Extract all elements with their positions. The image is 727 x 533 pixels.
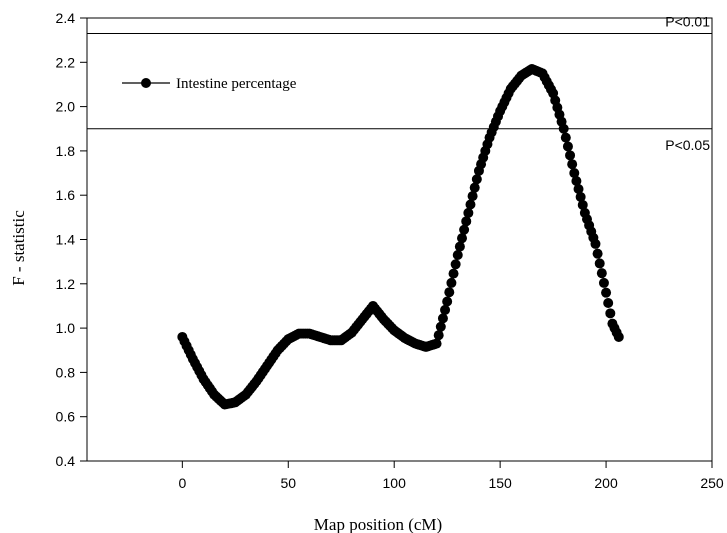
- y-tick-label: 0.6: [56, 409, 76, 425]
- y-tick-label: 1.0: [56, 320, 76, 336]
- x-tick-label: 100: [383, 475, 407, 491]
- data-point: [613, 331, 624, 342]
- y-tick-label: 2.2: [56, 54, 76, 70]
- data-point: [471, 174, 482, 185]
- data-point: [560, 132, 571, 143]
- y-tick-label: 2.0: [56, 99, 76, 115]
- data-point: [440, 304, 451, 315]
- threshold-label: P<0.01: [665, 14, 710, 30]
- data-point: [459, 224, 470, 235]
- data-point: [444, 287, 455, 298]
- data-point: [469, 182, 480, 193]
- data-point: [603, 297, 614, 308]
- data-point: [437, 313, 448, 324]
- data-point: [461, 216, 472, 227]
- data-point: [452, 250, 463, 261]
- data-point: [433, 330, 444, 341]
- data-point: [575, 191, 586, 202]
- data-point: [571, 176, 582, 187]
- data-point: [442, 296, 453, 307]
- data-point: [592, 248, 603, 259]
- data-point: [450, 259, 461, 270]
- x-tick-label: 50: [280, 475, 296, 491]
- legend-marker: [141, 78, 151, 88]
- data-point: [577, 199, 588, 210]
- data-point: [569, 168, 580, 179]
- data-point: [448, 268, 459, 279]
- data-point: [562, 141, 573, 152]
- x-tick-label: 250: [700, 475, 724, 491]
- x-tick-label: 150: [488, 475, 512, 491]
- data-point: [601, 287, 612, 298]
- data-point: [590, 238, 601, 249]
- threshold-label: P<0.05: [665, 137, 710, 153]
- data-point: [465, 199, 476, 210]
- data-point: [457, 233, 467, 244]
- y-axis-title: F - statistic: [9, 210, 28, 286]
- data-point: [605, 308, 616, 319]
- y-tick-label: 0.4: [56, 453, 76, 469]
- data-point: [463, 207, 474, 218]
- y-tick-label: 0.8: [56, 364, 76, 380]
- data-point: [435, 321, 446, 332]
- x-axis-title: Map position (cM): [314, 515, 442, 533]
- data-point: [565, 150, 576, 161]
- data-point: [567, 159, 578, 170]
- x-tick-label: 0: [178, 475, 186, 491]
- y-tick-label: 1.2: [56, 276, 76, 292]
- data-point: [596, 268, 607, 279]
- data-point: [594, 258, 605, 269]
- x-tick-label: 200: [594, 475, 618, 491]
- y-tick-label: 1.6: [56, 187, 76, 203]
- data-point: [467, 191, 478, 202]
- y-tick-label: 2.4: [56, 10, 76, 26]
- data-point: [573, 183, 584, 194]
- data-point: [558, 123, 569, 134]
- series-0: [177, 63, 624, 410]
- y-tick-label: 1.4: [56, 232, 76, 248]
- data-point: [454, 241, 465, 252]
- data-point: [446, 277, 457, 288]
- data-point: [431, 338, 442, 349]
- y-tick-label: 1.8: [56, 143, 76, 159]
- data-point: [598, 277, 609, 288]
- legend-label: Intestine percentage: [176, 76, 297, 92]
